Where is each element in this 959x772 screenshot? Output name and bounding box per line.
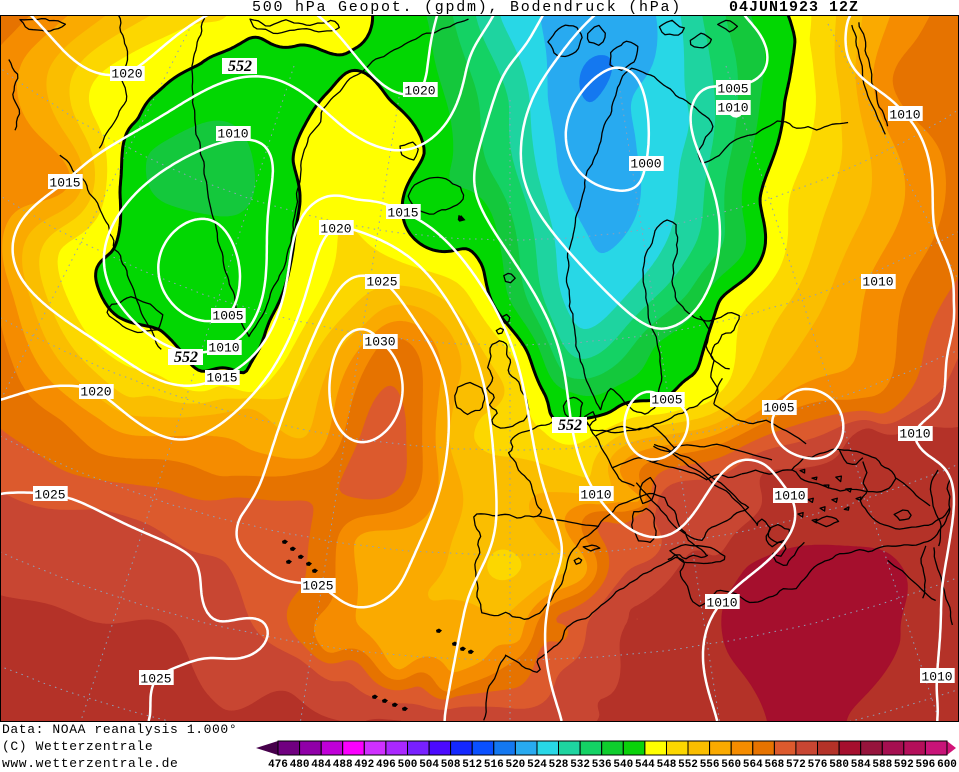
svg-text:1010: 1010 <box>862 275 893 290</box>
svg-text:552: 552 <box>678 759 698 770</box>
svg-text:540: 540 <box>613 759 633 770</box>
svg-text:528: 528 <box>549 759 569 770</box>
svg-text:1010: 1010 <box>717 101 748 116</box>
svg-text:480: 480 <box>290 759 310 770</box>
svg-text:1020: 1020 <box>111 67 142 82</box>
svg-text:1030: 1030 <box>364 335 395 350</box>
svg-text:1010: 1010 <box>899 427 930 442</box>
svg-text:1025: 1025 <box>366 275 397 290</box>
svg-text:1010: 1010 <box>580 488 611 503</box>
svg-text:544: 544 <box>635 759 655 770</box>
svg-text:568: 568 <box>764 759 784 770</box>
svg-text:584: 584 <box>851 759 871 770</box>
svg-text:552: 552 <box>174 349 198 366</box>
svg-text:552: 552 <box>228 58 252 75</box>
svg-text:496: 496 <box>376 759 396 770</box>
svg-text:520: 520 <box>505 759 525 770</box>
svg-text:576: 576 <box>808 759 828 770</box>
svg-text:488: 488 <box>333 759 353 770</box>
svg-text:1010: 1010 <box>208 341 239 356</box>
svg-text:508: 508 <box>441 759 461 770</box>
svg-text:1025: 1025 <box>302 579 333 594</box>
svg-text:564: 564 <box>743 759 763 770</box>
svg-text:1010: 1010 <box>706 596 737 611</box>
svg-text:512: 512 <box>462 759 482 770</box>
svg-text:1015: 1015 <box>49 176 80 191</box>
svg-text:1010: 1010 <box>217 127 248 142</box>
svg-text:560: 560 <box>721 759 741 770</box>
svg-text:1020: 1020 <box>80 385 111 400</box>
svg-text:1010: 1010 <box>889 108 920 123</box>
svg-text:1005: 1005 <box>717 82 748 97</box>
svg-text:492: 492 <box>354 759 374 770</box>
svg-text:524: 524 <box>527 759 547 770</box>
svg-text:1025: 1025 <box>34 488 65 503</box>
svg-text:1010: 1010 <box>774 489 805 504</box>
svg-text:500: 500 <box>398 759 418 770</box>
svg-text:552: 552 <box>558 417 582 434</box>
svg-text:1005: 1005 <box>212 309 243 324</box>
svg-text:600: 600 <box>937 759 957 770</box>
svg-text:1000: 1000 <box>630 157 661 172</box>
svg-text:536: 536 <box>592 759 612 770</box>
svg-text:1005: 1005 <box>651 393 682 408</box>
svg-text:588: 588 <box>872 759 892 770</box>
svg-text:592: 592 <box>894 759 914 770</box>
svg-text:516: 516 <box>484 759 504 770</box>
svg-text:556: 556 <box>700 759 720 770</box>
svg-text:504: 504 <box>419 759 439 770</box>
svg-text:1015: 1015 <box>387 206 418 221</box>
svg-text:484: 484 <box>311 759 331 770</box>
svg-text:476: 476 <box>268 759 288 770</box>
svg-text:1025: 1025 <box>140 672 171 687</box>
svg-text:548: 548 <box>657 759 677 770</box>
svg-text:1020: 1020 <box>404 84 435 99</box>
svg-text:596: 596 <box>915 759 935 770</box>
svg-text:572: 572 <box>786 759 806 770</box>
svg-text:1015: 1015 <box>206 371 237 386</box>
svg-text:1010: 1010 <box>921 670 952 685</box>
svg-text:580: 580 <box>829 759 849 770</box>
svg-text:1020: 1020 <box>320 222 351 237</box>
svg-text:532: 532 <box>570 759 590 770</box>
svg-text:1005: 1005 <box>763 401 794 416</box>
